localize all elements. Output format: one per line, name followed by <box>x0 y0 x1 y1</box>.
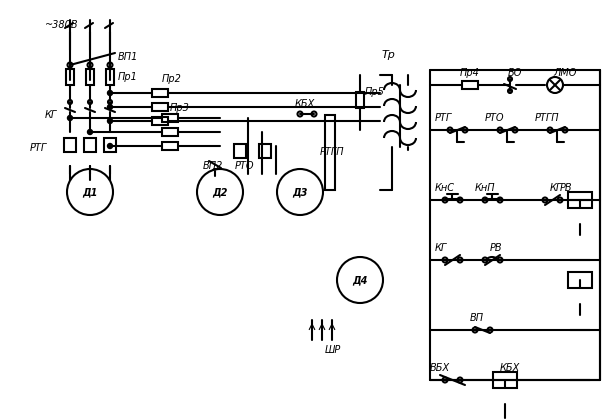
Circle shape <box>488 328 493 333</box>
Bar <box>64 138 76 152</box>
Circle shape <box>337 257 383 303</box>
Circle shape <box>88 129 92 134</box>
Bar <box>234 144 246 158</box>
Text: РВ: РВ <box>490 243 502 253</box>
Bar <box>568 192 592 208</box>
Text: Д4: Д4 <box>353 275 368 285</box>
Circle shape <box>512 127 518 132</box>
Circle shape <box>498 197 502 202</box>
Circle shape <box>213 169 217 173</box>
Circle shape <box>548 127 553 132</box>
Circle shape <box>562 127 567 132</box>
Text: КБХ: КБХ <box>295 99 315 109</box>
Circle shape <box>547 77 563 93</box>
Text: Пр3: Пр3 <box>170 103 190 113</box>
Bar <box>568 272 592 288</box>
Text: Пр5: Пр5 <box>365 87 385 97</box>
Text: РТО: РТО <box>485 113 504 123</box>
Text: Пр1: Пр1 <box>118 72 138 82</box>
Text: ВП: ВП <box>470 313 484 323</box>
Circle shape <box>542 197 548 202</box>
Circle shape <box>108 143 113 148</box>
Circle shape <box>442 378 447 383</box>
Circle shape <box>68 100 72 104</box>
Text: КГ: КГ <box>550 183 562 193</box>
Circle shape <box>463 127 468 132</box>
Text: ШР: ШР <box>325 345 341 355</box>
Bar <box>84 138 96 152</box>
Circle shape <box>108 104 113 109</box>
Text: КГ: КГ <box>435 243 447 253</box>
Bar <box>162 114 178 122</box>
Bar <box>152 117 168 125</box>
Text: РТГП: РТГП <box>535 113 559 123</box>
Circle shape <box>498 258 502 262</box>
Circle shape <box>442 258 447 262</box>
Circle shape <box>458 197 463 202</box>
Circle shape <box>88 100 92 104</box>
Bar <box>86 69 94 85</box>
Text: ~380В: ~380В <box>45 20 78 30</box>
Circle shape <box>67 62 72 67</box>
Text: РТГ: РТГ <box>435 113 452 123</box>
Circle shape <box>108 119 113 124</box>
Circle shape <box>342 262 378 298</box>
Bar <box>66 69 74 85</box>
Bar <box>325 115 335 190</box>
Bar <box>259 144 271 158</box>
Bar <box>152 89 168 97</box>
Text: ВО: ВО <box>508 68 523 78</box>
Bar <box>152 103 168 111</box>
Circle shape <box>277 169 323 215</box>
Bar <box>104 138 116 152</box>
Text: КнС: КнС <box>435 183 455 193</box>
Circle shape <box>508 89 512 93</box>
Circle shape <box>297 111 302 116</box>
Text: КБХ: КБХ <box>500 363 520 373</box>
Circle shape <box>498 127 502 132</box>
Text: РТГП: РТГП <box>319 147 345 157</box>
Bar <box>106 69 114 85</box>
Text: ВП1: ВП1 <box>118 52 138 62</box>
Circle shape <box>202 174 238 210</box>
Text: ВП2: ВП2 <box>203 161 223 171</box>
Circle shape <box>108 100 112 104</box>
Text: КГ: КГ <box>45 110 58 120</box>
Circle shape <box>88 62 92 67</box>
Bar <box>162 128 178 136</box>
Text: Тр: Тр <box>382 50 396 60</box>
Text: РТО: РТО <box>235 161 255 171</box>
Text: Д2: Д2 <box>212 187 228 197</box>
Text: Д3: Д3 <box>293 187 308 197</box>
Circle shape <box>458 258 463 262</box>
Circle shape <box>72 174 108 210</box>
Circle shape <box>282 174 318 210</box>
Text: РТГ: РТГ <box>30 143 47 153</box>
Bar <box>493 372 517 388</box>
Circle shape <box>508 77 512 81</box>
Text: ВБХ: ВБХ <box>430 363 450 373</box>
Circle shape <box>67 116 72 121</box>
Text: ЛМО: ЛМО <box>553 68 577 78</box>
Bar <box>462 81 478 89</box>
Circle shape <box>447 127 452 132</box>
Circle shape <box>472 328 477 333</box>
Text: КнП: КнП <box>475 183 496 193</box>
Bar <box>162 142 178 150</box>
Circle shape <box>482 258 488 262</box>
Text: Пр4: Пр4 <box>460 68 480 78</box>
Circle shape <box>108 91 113 96</box>
Text: РВ: РВ <box>560 183 573 193</box>
Text: Д1: Д1 <box>82 187 98 197</box>
Circle shape <box>482 197 488 202</box>
Circle shape <box>458 378 463 383</box>
Bar <box>356 92 364 108</box>
Circle shape <box>108 62 113 67</box>
Circle shape <box>197 169 243 215</box>
Circle shape <box>312 111 316 116</box>
Circle shape <box>67 169 113 215</box>
Circle shape <box>442 197 447 202</box>
Circle shape <box>558 197 562 202</box>
Text: Пр2: Пр2 <box>162 74 182 84</box>
